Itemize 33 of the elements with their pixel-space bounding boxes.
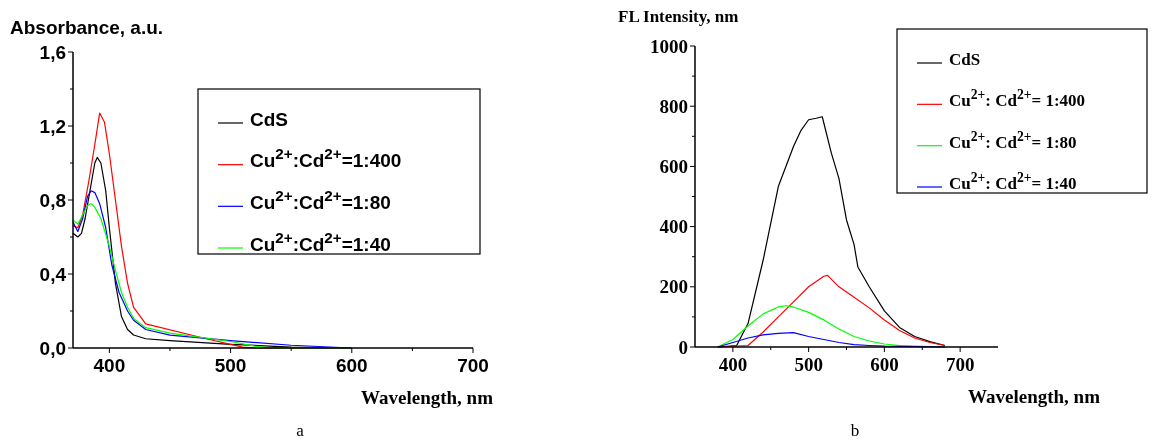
x-tick-label: 500	[794, 354, 823, 375]
x-axis-title: Wavelength, nm	[968, 386, 1101, 407]
legend-label: Cu$^{2+}$:Cd$^{2+}$=1:80	[250, 186, 391, 213]
legend-label: Cu$^{2+}$: Cd$^{2+}$= 1:80	[949, 128, 1077, 152]
y-tick-label: 0,0	[39, 337, 66, 359]
y-tick-label: 0	[678, 336, 688, 358]
y-tick-label: 800	[659, 95, 688, 117]
text: b	[850, 421, 860, 440]
y-tick-label: 200	[659, 276, 688, 298]
y-tick-label: 0,4	[39, 263, 67, 285]
x-tick-label: 400	[93, 355, 126, 376]
y-tick-label: 400	[659, 216, 688, 238]
legend-label: Cu$^{2+}$:Cd$^{2+}$=1:400	[250, 144, 402, 172]
legend-label: CdS	[250, 108, 288, 130]
x-tick-label: 600	[870, 354, 899, 375]
y-tick-label: 1,6	[39, 41, 66, 63]
y-axis-title: Absorbance, a.u.	[10, 17, 164, 38]
text: a	[296, 421, 305, 440]
y-axis-title: FL Intensity, nm	[618, 7, 739, 26]
x-tick-label: 600	[335, 355, 368, 376]
x-tick-label: 700	[945, 354, 975, 375]
legend-label: Cu$^{2+}$: Cd$^{2+}$= 1:40	[949, 169, 1077, 193]
y-tick-label: 0,8	[39, 189, 66, 211]
y-tick-label: 1,2	[39, 115, 66, 137]
legend-label: Cu$^{2+}$:Cd$^{2+}$=1:40	[250, 228, 391, 255]
y-tick-label: 1000	[650, 35, 688, 57]
legend-label: Cu$^{2+}$: Cd$^{2+}$= 1:400	[949, 86, 1086, 111]
legend-label: CdS	[949, 49, 981, 69]
y-tick-label: 600	[659, 156, 688, 178]
x-axis-title: Wavelength, nm	[361, 387, 494, 408]
x-tick-label: 400	[718, 354, 748, 375]
x-tick-label: 700	[457, 355, 489, 376]
x-tick-label: 500	[214, 355, 247, 376]
